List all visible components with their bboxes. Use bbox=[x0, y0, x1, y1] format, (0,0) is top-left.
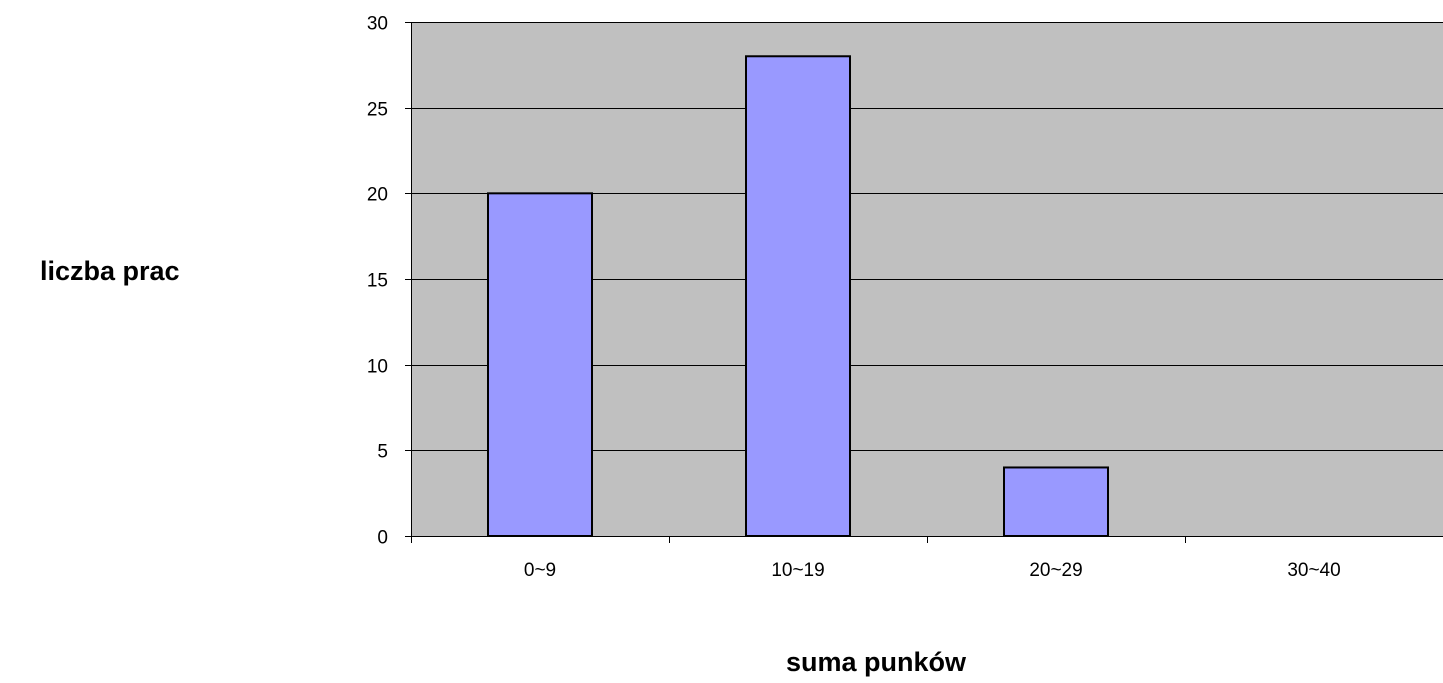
y-tick-label: 25 bbox=[367, 100, 388, 121]
x-tick-label: 30~40 bbox=[1287, 560, 1340, 581]
x-axis-title: suma punków bbox=[786, 647, 967, 677]
y-tick-label: 5 bbox=[377, 442, 388, 463]
bar-20~29 bbox=[1003, 466, 1109, 538]
x-tick-label: 0~9 bbox=[524, 560, 556, 581]
x-tick-labels: 0~9 10~19 20~29 30~40 bbox=[524, 560, 1341, 581]
axes bbox=[405, 22, 1443, 543]
y-tick-label: 15 bbox=[367, 271, 388, 292]
bar-10~19 bbox=[745, 55, 851, 538]
x-tick-label: 10~19 bbox=[771, 560, 824, 581]
y-tick-label: 20 bbox=[367, 185, 388, 206]
y-tick-label: 30 bbox=[367, 14, 388, 35]
y-tick-labels: 0 5 10 15 20 25 30 bbox=[367, 14, 388, 549]
y-axis-title: liczba prac bbox=[40, 256, 180, 286]
x-tick-label: 20~29 bbox=[1029, 560, 1082, 581]
bar-0~9 bbox=[487, 192, 593, 537]
y-tick-label: 0 bbox=[377, 528, 388, 549]
y-tick-label: 10 bbox=[367, 357, 388, 378]
bars bbox=[487, 55, 1109, 538]
